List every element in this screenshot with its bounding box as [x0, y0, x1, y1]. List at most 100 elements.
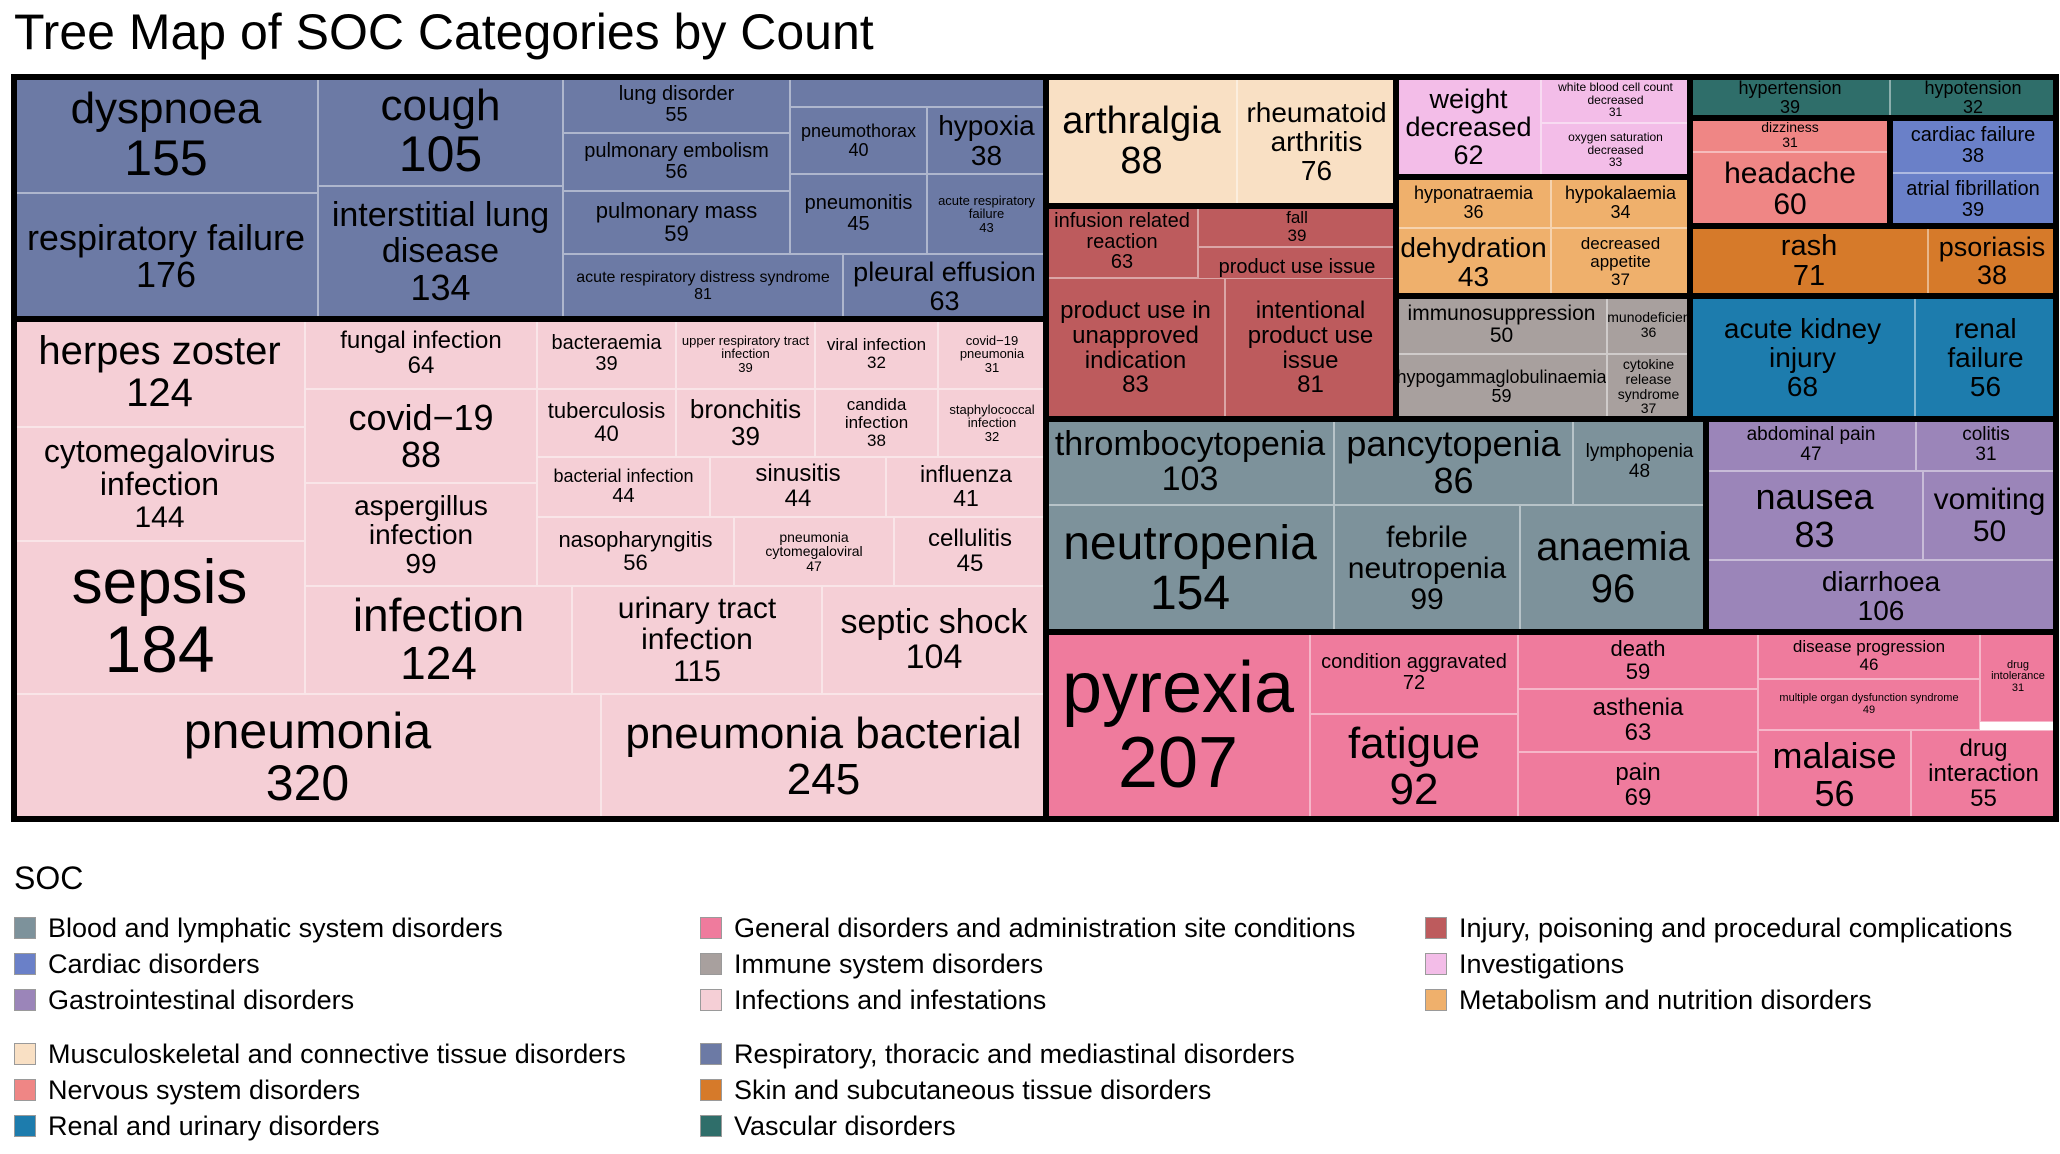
- tile-count: 68: [1786, 371, 1819, 403]
- tile-label: pyrexia: [1061, 647, 1295, 728]
- legend-entry-musculoskeletal-and-connective-tissue-disorders: Musculoskeletal and connective tissue di…: [14, 1037, 626, 1071]
- legend-swatch: [700, 953, 722, 975]
- tile-label: staphylococcal infection: [949, 401, 1035, 431]
- tile-label: malaise: [1772, 735, 1897, 777]
- legend-swatch: [1425, 953, 1447, 975]
- tile-renal-failure: renal failure 56: [1915, 296, 2056, 419]
- tile-count: 86: [1433, 460, 1474, 501]
- tile-herpes-zoster: herpes zoster 124: [14, 319, 305, 427]
- tile-oxygen-saturation-decreased: oxygen saturation decreased 33: [1541, 123, 1690, 177]
- tile-label: rash: [1780, 229, 1838, 262]
- tile-anaemia: anaemia 96: [1520, 505, 1706, 632]
- tile-count: 49: [1862, 703, 1876, 716]
- tile-bacterial-infection: bacterial infection 44: [537, 457, 710, 517]
- tile-label: pancytopenia: [1346, 422, 1561, 464]
- legend-label: Cardiac disorders: [48, 948, 260, 979]
- tile-count: 245: [786, 754, 861, 804]
- tile-label: fungal infection: [340, 327, 502, 355]
- tile-label: upper respiratory tract infection: [681, 332, 810, 362]
- tile-count: 38: [1976, 260, 2008, 290]
- tile-label: white blood cell count decreased: [1558, 80, 1673, 107]
- tile-label: interstitial lung disease: [331, 196, 550, 270]
- tile-label: arthralgia: [1062, 99, 1221, 142]
- tile-label: death: [1610, 635, 1666, 661]
- legend-label: Skin and subcutaneous tissue disorders: [734, 1074, 1212, 1105]
- tile-count: 63: [1624, 718, 1652, 746]
- legend-label: Investigations: [1459, 948, 1625, 979]
- chart-title: Tree Map of SOC Categories by Count: [14, 4, 874, 60]
- legend-entry-injury-poisoning-and-procedural-complications: Injury, poisoning and procedural complic…: [1425, 911, 2012, 945]
- tile-covid-19: covid−19 88: [305, 389, 537, 483]
- tile-viral-infection: viral infection 32: [815, 319, 938, 389]
- tile-pneumonia-bacterial: pneumonia bacterial 245: [601, 694, 1046, 819]
- tile-dizziness: dizziness 31: [1690, 118, 1890, 152]
- tile-abdominal-pain: abdominal pain 47: [1706, 419, 1916, 471]
- tile-count: 31: [1782, 134, 1798, 150]
- tile-label: condition aggravated: [1321, 651, 1507, 674]
- tile-count: 176: [135, 254, 197, 295]
- tile-infusion-related-reaction: infusion related reaction 63: [1046, 206, 1198, 278]
- tile-label: pulmonary mass: [595, 197, 758, 223]
- tile-sinusitis: sinusitis 44: [710, 457, 886, 517]
- legend-entry-blood-and-lymphatic-system-disorders: Blood and lymphatic system disorders: [14, 911, 503, 945]
- tile-count: 48: [1628, 461, 1651, 482]
- tile-count: 50: [1972, 514, 2007, 548]
- tile-label: asthenia: [1592, 693, 1684, 721]
- tile-label: pneumonia bacterial: [625, 708, 1022, 758]
- tile-count: 81: [694, 285, 712, 303]
- tile-influenza: influenza 41: [886, 457, 1046, 517]
- legend-entry-investigations: Investigations: [1425, 947, 1624, 981]
- tile-label: product use in unapproved indication: [1060, 296, 1211, 374]
- legend-entry-cardiac-disorders: Cardiac disorders: [14, 947, 260, 981]
- tile-hypoxia: hypoxia 38: [927, 107, 1046, 174]
- tile-urinary-tract-infection: urinary tract infection 115: [572, 586, 822, 694]
- legend-label: Vascular disorders: [734, 1110, 956, 1141]
- tile-label: covid−19: [348, 396, 494, 438]
- tile-count: 59: [1491, 385, 1512, 406]
- tile-label: urinary tract infection: [617, 592, 777, 657]
- tile-sepsis: sepsis 184: [14, 541, 305, 694]
- legend-label: Respiratory, thoracic and mediastinal di…: [734, 1038, 1295, 1069]
- tile-count: 88: [1120, 139, 1163, 182]
- tile-count: 45: [847, 213, 870, 235]
- tile-label: nausea: [1755, 476, 1874, 518]
- tile-pneumonitis: pneumonitis 45: [790, 174, 927, 254]
- tile-label: lymphopenia: [1585, 441, 1694, 463]
- tile-count: 62: [1453, 140, 1484, 171]
- tile-label: intentional product use issue: [1247, 296, 1374, 374]
- tile-label: infusion related reaction: [1054, 209, 1190, 253]
- tile-count: 31: [1608, 105, 1623, 120]
- legend-label: Nervous system disorders: [48, 1074, 361, 1105]
- tile-count: 105: [398, 126, 483, 183]
- tile-label: nasopharyngitis: [558, 526, 713, 552]
- treemap: dyspnoea 155 respiratory failure 176 cough 10…: [11, 74, 2059, 822]
- tile-cytomegalovirus-infection: cytomegalovirus infection 144: [14, 427, 305, 541]
- tile-count: 45: [956, 549, 984, 577]
- tile-label: bacterial infection: [553, 466, 694, 487]
- tile-decreased-appetite: decreased appetite 37: [1551, 228, 1690, 296]
- tile-fungal-infection: fungal infection 64: [305, 319, 537, 389]
- tile-count: 56: [1814, 772, 1855, 814]
- tile-cough: cough 105: [318, 77, 563, 186]
- tile-atrial-fibrillation: atrial fibrillation 39: [1890, 173, 2056, 226]
- tile-label: psoriasis: [1938, 231, 2046, 262]
- tile-count: 155: [124, 129, 208, 186]
- tile-count: 64: [407, 352, 435, 379]
- tile-label: anaemia: [1536, 524, 1690, 569]
- tile-diarrhoea: diarrhoea 106: [1706, 560, 2056, 632]
- tile-interstitial-lung-disease: interstitial lung disease 134: [318, 186, 563, 319]
- tile-multiple-organ-dysfunction-syndrome: multiple organ dysfunction syndrome 49: [1758, 679, 1980, 730]
- tile-hypokalaemia: hypokalaemia 34: [1551, 177, 1690, 228]
- tile-count: 81: [1297, 371, 1324, 399]
- tile-label: pulmonary embolism: [584, 140, 769, 163]
- tile-count: 37: [1640, 400, 1657, 417]
- tile-count: 39: [595, 353, 618, 375]
- tile-immunosuppression: immunosuppression 50: [1396, 296, 1607, 354]
- tile-white-blood-cell-count-decreased: white blood cell count decreased 31: [1541, 77, 1690, 123]
- legend-label: Blood and lymphatic system disorders: [48, 912, 503, 943]
- tile-intentional-product-use-issue: intentional product use issue 81: [1225, 278, 1396, 419]
- tile-label: febrile neutropenia: [1347, 520, 1507, 585]
- tile-label: fatigue: [1347, 718, 1481, 768]
- tile-label: septic shock: [840, 602, 1028, 641]
- tile-cellulitis: cellulitis 45: [894, 517, 1046, 586]
